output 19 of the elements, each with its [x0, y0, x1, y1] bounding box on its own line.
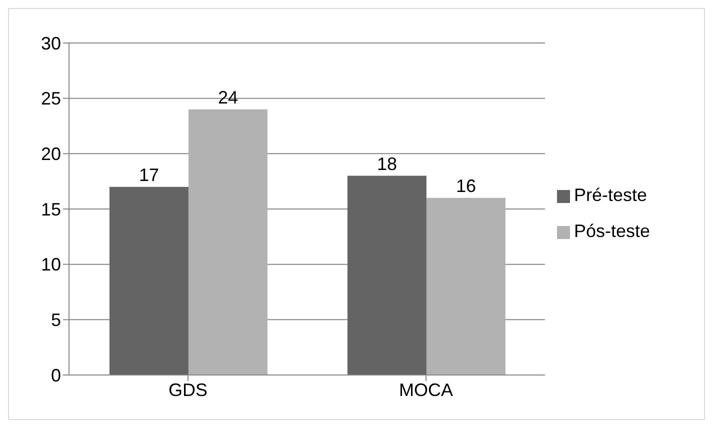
y-tick-label: 20: [40, 144, 61, 164]
data-label: 18: [376, 154, 397, 174]
x-tick-label: GDS: [168, 380, 208, 400]
y-tick-label: 25: [40, 88, 61, 109]
x-tick-label: MOCA: [399, 380, 453, 400]
bar: [109, 186, 188, 375]
y-tick-label: 10: [40, 254, 61, 275]
legend-label: Pós-teste: [574, 221, 650, 241]
data-label: 16: [456, 176, 476, 196]
y-tick-label: 15: [40, 199, 61, 220]
y-tick-label: 30: [40, 33, 61, 54]
y-tick-label: 0: [50, 365, 61, 386]
bar: [188, 109, 268, 375]
data-label: 17: [138, 164, 159, 185]
bar: [347, 176, 426, 375]
legend-label: Pré-teste: [574, 185, 648, 205]
bar: [426, 198, 506, 375]
data-label: 24: [218, 87, 238, 108]
y-tick-label: 5: [50, 310, 61, 330]
